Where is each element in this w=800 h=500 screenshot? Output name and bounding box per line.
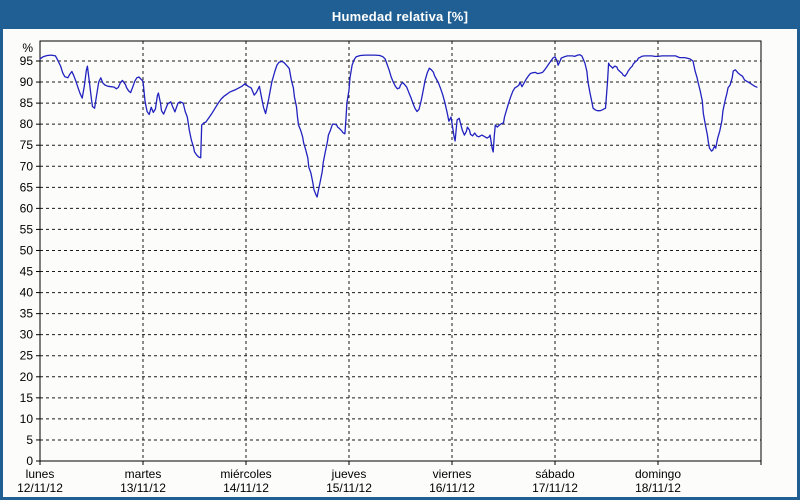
chart-title: Humedad relativa [%] <box>331 8 469 24</box>
svg-text:25: 25 <box>20 349 34 363</box>
svg-text:95: 95 <box>20 54 34 68</box>
svg-text:45: 45 <box>20 265 34 279</box>
x-axis-day-label: lunes <box>26 467 55 481</box>
svg-text:15: 15 <box>20 391 34 405</box>
svg-text:50: 50 <box>20 243 34 257</box>
x-axis-date-label: 17/11/12 <box>532 481 578 495</box>
svg-text:0: 0 <box>26 454 33 468</box>
x-axis-date-label: 13/11/12 <box>120 481 166 495</box>
x-axis-day-label: miércoles <box>220 467 271 481</box>
svg-text:75: 75 <box>20 138 34 152</box>
humidity-series-line <box>39 54 758 198</box>
svg-text:60: 60 <box>20 201 34 215</box>
svg-text:10: 10 <box>20 412 34 426</box>
x-axis-date-label: 15/11/12 <box>326 481 372 495</box>
svg-text:65: 65 <box>20 180 34 194</box>
svg-text:5: 5 <box>26 433 33 447</box>
title-bar: Humedad relativa [%] <box>3 3 797 29</box>
x-axis-date-label: 16/11/12 <box>429 481 475 495</box>
svg-text:55: 55 <box>20 222 34 236</box>
svg-text:40: 40 <box>20 286 34 300</box>
x-axis-day-label: jueves <box>331 467 367 481</box>
svg-text:80: 80 <box>20 117 34 131</box>
x-axis-day-label: domingo <box>635 467 681 481</box>
svg-text:%: % <box>22 41 33 55</box>
x-axis-day-label: viernes <box>433 467 472 481</box>
svg-text:35: 35 <box>20 307 34 321</box>
x-axis-day-label: martes <box>125 467 162 481</box>
svg-text:85: 85 <box>20 96 34 110</box>
x-axis-date-label: 14/11/12 <box>223 481 269 495</box>
humidity-line-chart: 0 5 10 15 20 25 30 35 40 45 50 55 60 65 70 75 80 85 90 95% l… <box>17 40 762 495</box>
svg-text:30: 30 <box>20 328 34 342</box>
svg-text:70: 70 <box>20 159 34 173</box>
svg-text:90: 90 <box>20 75 34 89</box>
svg-text:20: 20 <box>20 370 34 384</box>
x-axis-date-label: 18/11/12 <box>635 481 681 495</box>
x-axis-day-label: sábado <box>535 467 575 481</box>
x-axis-date-label: 12/11/12 <box>17 481 63 495</box>
